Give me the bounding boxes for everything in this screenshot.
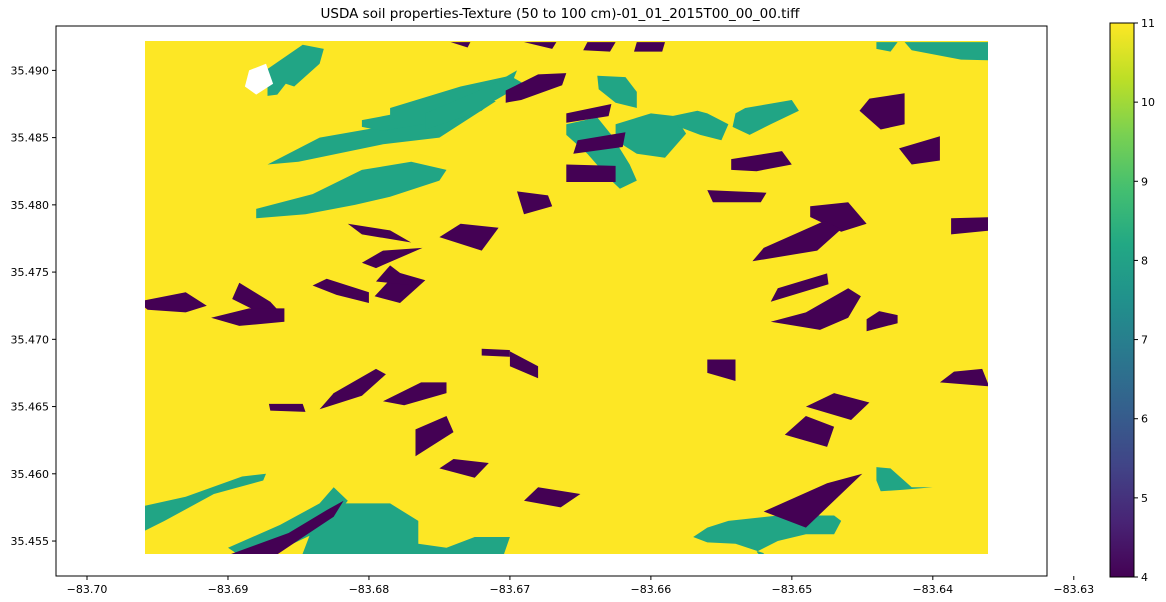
soil-region-class-4-47 bbox=[509, 351, 539, 379]
nodata-region-61 bbox=[244, 63, 274, 95]
x-tick-label: −83.68 bbox=[349, 583, 390, 596]
colorbar-tick-label: 10 bbox=[1141, 96, 1155, 109]
y-tick-label: 35.455 bbox=[11, 535, 50, 548]
soil-region-class-4-27 bbox=[450, 42, 471, 48]
soil-region-class-4-22 bbox=[566, 164, 616, 182]
soil-region-class-4-35 bbox=[361, 247, 423, 269]
soil-region-class-8-11 bbox=[876, 42, 898, 52]
soil-region-class-4-39 bbox=[232, 282, 281, 313]
soil-region-class-8-9 bbox=[732, 100, 799, 135]
colorbar-ticks: 4 5 6 7 8 9 10 11 bbox=[1134, 17, 1155, 584]
plot-area: −83.70 −83.69 −83.68 −83.67 −83.66 −83.65 −83.… bbox=[11, 25, 1094, 596]
chart-title: USDA soil properties-Texture (50 to 100 … bbox=[321, 6, 801, 22]
soil-region-class-4-31 bbox=[859, 93, 905, 130]
soil-region-class-4-54 bbox=[770, 288, 861, 330]
soil-region-class-4-42 bbox=[211, 308, 285, 326]
colorbar-tick-label: 9 bbox=[1141, 175, 1148, 188]
y-tick-label: 35.460 bbox=[11, 468, 50, 481]
x-tick-label: −83.66 bbox=[631, 583, 672, 596]
x-tick-label: −83.69 bbox=[208, 583, 249, 596]
raster-layer bbox=[145, 41, 988, 554]
y-tick-label: 35.465 bbox=[11, 401, 50, 414]
colorbar-tick-label: 6 bbox=[1141, 413, 1148, 426]
soil-region-class-4-59 bbox=[763, 473, 863, 528]
soil-region-class-4-40 bbox=[312, 278, 369, 303]
soil-region-class-4-51 bbox=[481, 348, 510, 357]
soil-region-class-4-49 bbox=[524, 487, 581, 508]
x-tick-label: −83.64 bbox=[912, 583, 953, 596]
soil-region-class-8-4 bbox=[256, 161, 447, 219]
soil-region-class-8-12 bbox=[145, 473, 266, 531]
soil-region-class-4-25 bbox=[634, 42, 665, 52]
soil-region-class-4-48 bbox=[439, 459, 489, 478]
soil-region-class-4-56 bbox=[707, 359, 736, 381]
soil-region-class-4-29 bbox=[707, 190, 767, 203]
soil-region-class-4-21 bbox=[573, 132, 626, 154]
x-tick-label: −83.63 bbox=[1053, 583, 1094, 596]
soil-region-class-4-44 bbox=[383, 382, 447, 406]
soil-region-class-4-33 bbox=[951, 217, 988, 235]
soil-region-class-8-6 bbox=[566, 117, 637, 189]
soil-region-class-4-19 bbox=[505, 73, 567, 103]
soil-region-class-4-43 bbox=[319, 368, 386, 410]
soil-region-class-4-55 bbox=[866, 311, 898, 332]
y-tick-label: 35.480 bbox=[11, 199, 50, 212]
colorbar: 4 5 6 7 8 9 10 11 bbox=[1109, 17, 1155, 584]
x-axis: −83.70 −83.69 −83.68 −83.67 −83.66 −83.65 −83.… bbox=[67, 576, 1094, 596]
soil-region-class-4-18 bbox=[231, 500, 344, 554]
soil-region-class-4-24 bbox=[583, 42, 616, 52]
y-axis: 35.455 35.460 35.465 35.470 35.475 35.480 35.4… bbox=[11, 64, 56, 548]
colorbar-tick-label: 8 bbox=[1141, 254, 1148, 267]
soil-region-class-4-32 bbox=[899, 136, 940, 165]
soil-region-class-4-58 bbox=[805, 393, 870, 420]
soil-region-class-4-26 bbox=[524, 42, 557, 49]
y-tick-label: 35.485 bbox=[11, 132, 50, 145]
soil-region-class-8-15 bbox=[302, 503, 510, 554]
colorbar-tick-label: 7 bbox=[1141, 334, 1148, 347]
soil-region-class-4-52 bbox=[752, 221, 842, 262]
soil-region-class-4-45 bbox=[268, 403, 306, 412]
x-tick-label: −83.67 bbox=[490, 583, 531, 596]
x-tick-label: −83.65 bbox=[771, 583, 812, 596]
soil-region-class-4-57 bbox=[784, 416, 835, 447]
y-tick-label: 35.470 bbox=[11, 333, 50, 346]
soil-region-class-4-20 bbox=[566, 104, 612, 123]
soil-region-class-4-38 bbox=[376, 265, 415, 286]
soil-region-class-4-53 bbox=[770, 273, 829, 302]
soil-region-class-8-10 bbox=[904, 42, 988, 61]
soil-region-class-8-0 bbox=[267, 44, 324, 96]
soil-region-class-8-8 bbox=[672, 110, 729, 141]
y-tick-label: 35.475 bbox=[11, 266, 50, 279]
soil-region-class-8-3 bbox=[425, 70, 517, 130]
soil-region-class-4-60 bbox=[939, 368, 988, 387]
soil-region-class-4-34 bbox=[374, 272, 426, 303]
colorbar-tick-label: 11 bbox=[1141, 17, 1155, 30]
y-tick-label: 35.490 bbox=[11, 64, 50, 77]
soil-region-class-4-37 bbox=[439, 223, 499, 251]
colorbar-tick-label: 4 bbox=[1141, 571, 1148, 584]
colorbar-gradient bbox=[1109, 22, 1135, 578]
soil-region-class-8-7 bbox=[615, 113, 687, 158]
colorbar-tick-label: 5 bbox=[1141, 492, 1148, 505]
x-tick-label: −83.70 bbox=[67, 583, 108, 596]
soil-region-class-4-41 bbox=[145, 292, 207, 313]
soil-region-class-4-46 bbox=[415, 416, 454, 457]
soil-region-class-4-30 bbox=[810, 202, 867, 232]
soil-region-class-4-28 bbox=[731, 151, 792, 172]
soil-region-class-4-23 bbox=[517, 191, 553, 215]
soil-region-class-8-14 bbox=[228, 487, 348, 554]
soil-region-class-8-17 bbox=[876, 467, 933, 492]
soil-region-class-4-36 bbox=[347, 223, 412, 243]
soil-region-class-8-5 bbox=[597, 75, 637, 108]
